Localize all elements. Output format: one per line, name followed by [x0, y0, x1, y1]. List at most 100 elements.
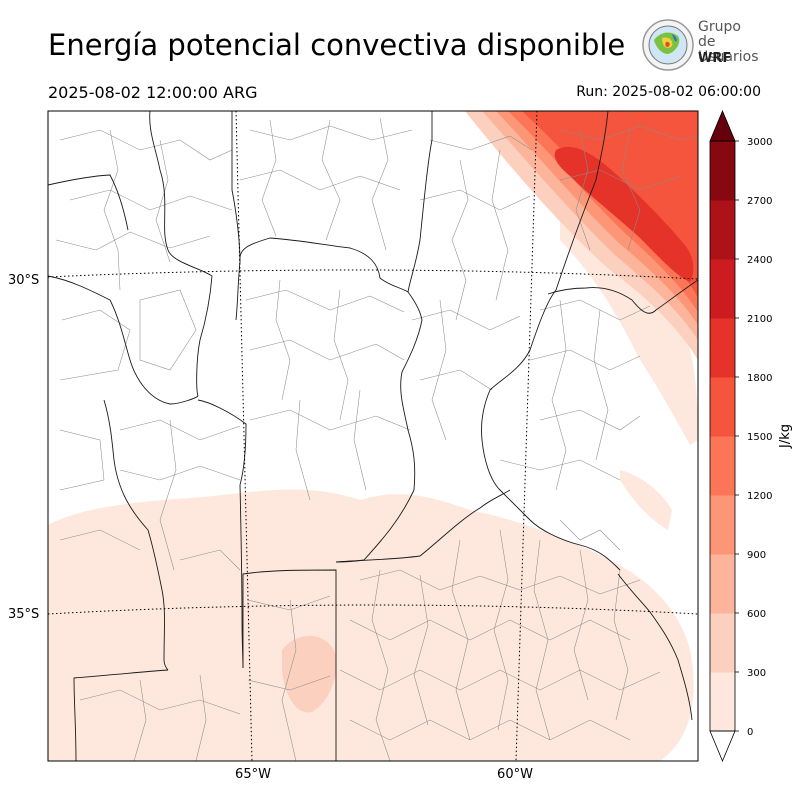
logo-line-1: Grupo de — [698, 19, 741, 50]
logo-wrf: WRF — [698, 51, 732, 66]
logo-text: Grupo de Usuarios — [698, 20, 760, 65]
colorbar-tick-label: 0 — [747, 727, 753, 738]
province-border-lapampa — [73, 669, 169, 761]
dept-line — [451, 539, 471, 741]
logo-line-2: Usuarios — [698, 49, 759, 65]
valid-time: 2025-08-02 12:00:00 ARG — [48, 83, 258, 102]
dept-line — [575, 129, 591, 251]
dept-line — [79, 689, 241, 715]
colorbar-segment — [710, 200, 735, 260]
dept-line — [429, 135, 533, 151]
map-panel — [48, 111, 698, 761]
dept-line — [413, 574, 429, 726]
dept-line — [245, 289, 405, 313]
colorbar-segment — [710, 141, 735, 201]
globe-logo-icon — [642, 19, 694, 71]
lat-label-35s: 35°S — [8, 607, 39, 622]
colorbar-under-arrow — [709, 730, 736, 763]
province-border-catamarca-tucuman — [231, 111, 241, 263]
colorbar-tick-label: 1200 — [747, 491, 772, 502]
colorbar-tick-label: 3000 — [747, 137, 772, 148]
dept-line — [159, 419, 177, 571]
dept-line — [551, 299, 567, 491]
province-border-santafe-corrientes — [432, 111, 609, 521]
dept-line — [419, 369, 493, 391]
colorbar: 0 300 600 900 1200 1500 1800 2100 2400 2700 3000 — [709, 109, 772, 763]
dept-line — [613, 569, 629, 721]
colorbar-label: J/kg — [778, 424, 793, 449]
dept-line — [59, 429, 105, 491]
dept-line — [239, 169, 401, 191]
dept-line — [451, 159, 469, 321]
province-border-sanjuan-sanluis — [103, 399, 169, 671]
dept-line — [621, 129, 641, 251]
colorbar-tick-label: 600 — [747, 609, 766, 620]
dept-line — [321, 119, 341, 241]
gridline-35s — [48, 604, 698, 615]
dept-line — [559, 125, 698, 141]
colorbar-segment — [710, 259, 735, 319]
dept-line — [499, 459, 621, 481]
province-border-larioja-cordoba — [196, 275, 213, 397]
colorbar-segment — [710, 318, 735, 378]
province-border-sde-east — [400, 291, 423, 491]
province-border-bsas-coast — [617, 573, 693, 721]
colorbar-tick-label: 1800 — [747, 373, 772, 384]
dept-line — [493, 529, 509, 731]
province-border-sanluis-cordoba — [197, 399, 247, 669]
dept-line — [559, 169, 681, 191]
colorbar-segment — [710, 377, 735, 437]
colorbar-tick-label: 2400 — [747, 255, 772, 266]
province-boundaries — [48, 111, 698, 761]
dept-line — [371, 117, 389, 251]
dept-line — [419, 189, 531, 211]
dept-line — [139, 289, 197, 371]
colorbar-segment — [710, 436, 735, 496]
dept-line — [119, 465, 241, 481]
dept-line — [533, 539, 551, 741]
dept-line — [179, 549, 241, 571]
province-border-uruguay — [529, 519, 621, 571]
colorbar-segment — [710, 672, 735, 732]
dept-line — [261, 119, 277, 237]
dept-line — [119, 419, 241, 441]
colorbar-tick-label: 300 — [747, 668, 766, 679]
cape-300-patch — [282, 635, 337, 713]
lat-label-30s: 30°S — [8, 273, 39, 288]
dept-line — [529, 349, 641, 371]
dept-line — [359, 569, 641, 595]
colorbar-segment — [710, 554, 735, 614]
cape-1500-ne — [522, 111, 698, 298]
dept-line — [281, 599, 297, 761]
dept-line — [249, 339, 405, 361]
gridline-30s — [48, 269, 698, 280]
dept-line — [573, 549, 589, 701]
dept-line — [155, 139, 171, 263]
dept-line — [371, 569, 391, 761]
dept-line — [59, 129, 233, 161]
dept-line — [59, 529, 141, 551]
province-border-northwest — [48, 174, 129, 231]
department-boundaries — [55, 117, 698, 761]
colorbar-tick-label: 1500 — [747, 432, 772, 443]
dept-line — [593, 309, 609, 461]
cape-low-east-coast — [620, 470, 672, 530]
province-border-sanjuan — [48, 275, 199, 405]
dept-line — [349, 719, 631, 741]
graticule — [48, 111, 698, 761]
dept-line — [247, 675, 331, 691]
dept-line — [69, 189, 233, 211]
colorbar-tick-label: 2700 — [747, 196, 772, 207]
province-border-santafe-bsas — [335, 489, 511, 563]
dept-line — [275, 279, 291, 401]
gridline-60w — [515, 111, 538, 761]
cape-low-east-band — [560, 215, 698, 445]
dept-line — [249, 409, 411, 431]
province-border-misiones-corrientes — [547, 279, 698, 314]
cape-northeast-cores — [465, 111, 698, 360]
map-frame — [47, 110, 699, 762]
province-border-chaco — [407, 111, 433, 293]
dept-line — [333, 289, 349, 421]
colorbar-segment — [710, 613, 735, 673]
